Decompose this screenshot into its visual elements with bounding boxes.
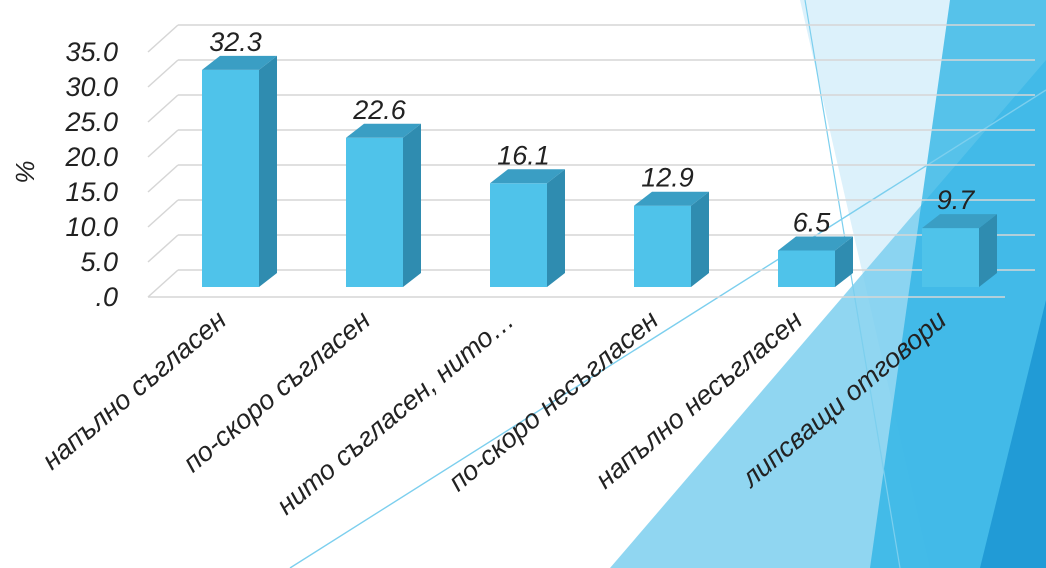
y-axis-label: % [10, 160, 40, 183]
bar-front [922, 228, 979, 287]
y-tick-label: 15.0 [65, 177, 118, 207]
data-label: 32.3 [209, 27, 262, 57]
bar-front [346, 138, 403, 287]
y-tick-label: .0 [95, 282, 118, 312]
y-tick-label: 5.0 [80, 247, 118, 277]
gridline-depth [148, 200, 178, 227]
category-label: нито съгласен, нито… [271, 305, 520, 521]
bar-front [634, 206, 691, 287]
y-tick-label: 20.0 [64, 142, 118, 172]
y-tick-label: 25.0 [64, 107, 118, 137]
y-tick-label: 35.0 [65, 37, 118, 67]
bar [490, 169, 565, 287]
bar-side [403, 124, 421, 287]
bar-front [202, 70, 259, 287]
data-label: 6.5 [793, 208, 832, 238]
bar [922, 214, 997, 287]
y-tick-label: 30.0 [65, 72, 118, 102]
bar [634, 192, 709, 287]
bar-side [691, 192, 709, 287]
gridline-depth [148, 270, 178, 297]
gridline-depth [148, 95, 178, 122]
bar-side [259, 56, 277, 287]
gridline-depth [148, 165, 178, 192]
bar-front [778, 251, 835, 288]
data-label: 22.6 [352, 95, 407, 125]
y-tick-label: 10.0 [65, 212, 118, 242]
gridline-depth [148, 60, 178, 87]
bar-side [547, 169, 565, 287]
data-label: 9.7 [937, 185, 976, 215]
gridline-depth [148, 25, 178, 52]
bar [202, 56, 277, 287]
bar-front [490, 183, 547, 287]
data-label: 16.1 [497, 140, 550, 170]
bar [346, 124, 421, 287]
data-label: 12.9 [641, 163, 694, 193]
gridline-depth [148, 235, 178, 262]
gridline-depth [148, 130, 178, 157]
bar [778, 237, 853, 288]
